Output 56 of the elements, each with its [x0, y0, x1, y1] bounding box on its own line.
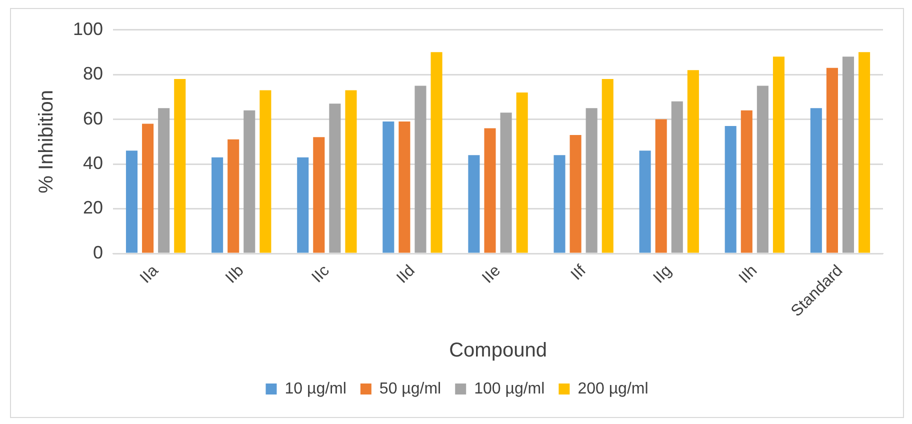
y-tick-label: 80 — [83, 64, 104, 84]
bar — [174, 79, 186, 253]
bar — [468, 155, 480, 253]
bar — [842, 56, 854, 253]
y-tick-label: 60 — [83, 108, 104, 128]
legend-label: 10 µg/ml — [284, 380, 346, 398]
x-tick-label: IIa — [137, 262, 162, 287]
bar — [345, 90, 357, 253]
bar — [313, 137, 325, 253]
bar — [329, 104, 341, 253]
bar — [500, 112, 512, 253]
legend-label: 200 µg/ml — [578, 380, 648, 398]
x-tick-label: IIe — [479, 262, 504, 287]
y-tick-label: 100 — [72, 18, 104, 39]
bar — [826, 68, 838, 253]
x-tick-label: IIb — [222, 262, 248, 287]
bar — [414, 86, 426, 253]
bar — [570, 134, 582, 253]
bar — [212, 157, 224, 253]
y-tick-label: 0 — [93, 242, 104, 262]
bar — [516, 92, 528, 253]
bar — [554, 155, 566, 253]
x-axis-title: Compound — [449, 340, 547, 362]
bar — [602, 79, 614, 253]
bar — [655, 119, 667, 253]
bar — [142, 124, 154, 253]
bar — [687, 70, 699, 253]
bar — [740, 110, 752, 253]
bar — [586, 108, 598, 253]
bar — [756, 86, 768, 253]
bar — [639, 150, 651, 253]
x-tick-label: IIc — [308, 262, 333, 286]
bar — [382, 122, 394, 253]
y-axis-title: % Inhibition — [36, 90, 58, 194]
legend-label: 50 µg/ml — [379, 380, 442, 398]
bar — [228, 139, 240, 253]
bar — [810, 108, 822, 253]
x-tick-label: IId — [394, 262, 418, 287]
bar — [260, 90, 272, 253]
bar — [158, 108, 170, 253]
x-tick-label: IIf — [568, 262, 590, 284]
legend-label: 100 µg/ml — [474, 380, 545, 398]
bar — [484, 128, 496, 253]
y-tick-label: 40 — [83, 152, 104, 173]
bar — [398, 122, 410, 253]
bar — [772, 56, 785, 253]
bar — [244, 110, 256, 253]
bar — [430, 52, 442, 253]
bar — [671, 101, 683, 253]
x-tick-label: IIh — [736, 262, 761, 287]
bar — [297, 157, 309, 253]
x-tick-label: IIg — [650, 262, 676, 287]
y-tick-label: 20 — [83, 198, 104, 218]
bar — [724, 126, 736, 253]
bar — [126, 150, 138, 253]
bar — [858, 52, 870, 253]
